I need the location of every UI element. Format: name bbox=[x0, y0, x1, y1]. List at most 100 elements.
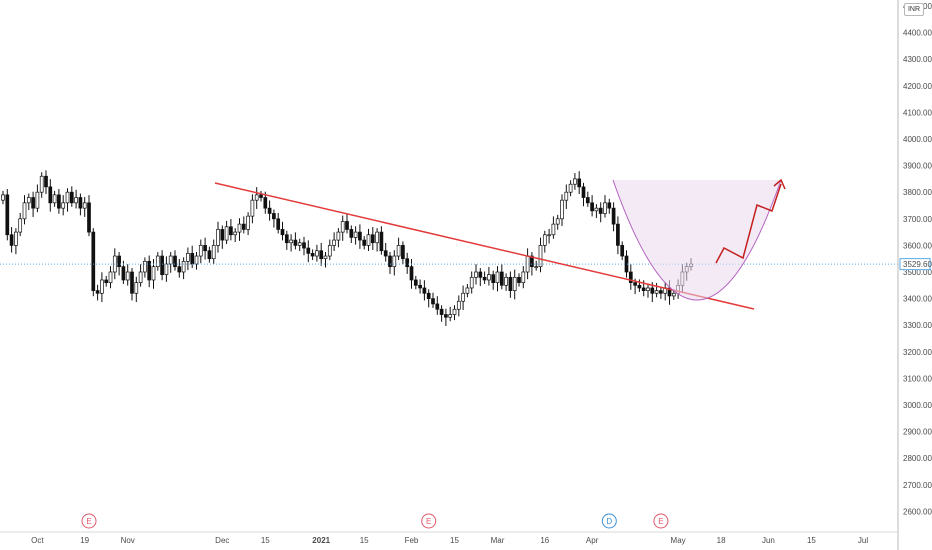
event-marker-circle[interactable] bbox=[601, 513, 617, 529]
price-axis-panel bbox=[898, 0, 932, 550]
currency-badge[interactable]: INR bbox=[904, 3, 924, 16]
price-tick-label: 3400.00 bbox=[903, 295, 932, 304]
event-marker-circle[interactable] bbox=[653, 513, 669, 529]
candle-body bbox=[186, 253, 190, 262]
time-tick-label: 15 bbox=[807, 536, 816, 545]
candle-body bbox=[504, 276, 508, 286]
candle-body bbox=[177, 266, 182, 273]
time-tick-label: 15 bbox=[450, 536, 459, 545]
candle-body bbox=[14, 231, 18, 246]
cup-curve[interactable] bbox=[612, 179, 782, 301]
candle-body bbox=[637, 284, 642, 289]
candle-body bbox=[628, 271, 633, 283]
candle-body bbox=[315, 250, 319, 257]
candle-body bbox=[9, 234, 14, 246]
candle-body bbox=[336, 231, 341, 241]
candle-body bbox=[594, 207, 599, 212]
price-tick-label: 4300.00 bbox=[903, 55, 932, 64]
candle-body bbox=[426, 292, 431, 299]
candle-body bbox=[340, 221, 345, 233]
time-tick-label: Jun bbox=[762, 536, 775, 545]
candle-body bbox=[216, 229, 220, 246]
candle-body bbox=[198, 245, 203, 257]
candle-body bbox=[276, 218, 281, 230]
price-tick-label: 3800.00 bbox=[903, 188, 932, 197]
descending-trendline[interactable] bbox=[214, 182, 755, 310]
candle-body bbox=[667, 287, 672, 297]
candle-body bbox=[538, 245, 543, 268]
candle-body bbox=[345, 221, 349, 230]
candle-body bbox=[478, 271, 483, 278]
candle-body bbox=[26, 197, 31, 204]
time-tick-label: 2021 bbox=[312, 536, 330, 545]
last-price-label: 3529.60 bbox=[899, 258, 932, 271]
candle-body bbox=[633, 282, 637, 286]
price-tick-label: 2600.00 bbox=[903, 507, 932, 516]
candle-body bbox=[530, 255, 534, 268]
event-marker-label: D bbox=[606, 517, 612, 526]
price-tick-label: 4400.00 bbox=[903, 29, 932, 38]
event-marker-circle[interactable] bbox=[421, 513, 437, 529]
candle-body bbox=[581, 186, 586, 198]
candle-body bbox=[358, 231, 362, 241]
candle-body bbox=[297, 242, 302, 246]
time-tick-label: Mar bbox=[491, 536, 505, 545]
candle-body bbox=[57, 194, 61, 209]
candle-body bbox=[323, 255, 328, 260]
candle-body bbox=[61, 202, 66, 209]
candle-body bbox=[422, 287, 427, 294]
time-tick-label: Dec bbox=[215, 536, 229, 545]
candle-body bbox=[134, 282, 139, 294]
candle-body bbox=[616, 223, 620, 246]
candle-body bbox=[654, 290, 659, 294]
candles-group bbox=[1, 170, 693, 326]
event-marker-label: E bbox=[86, 517, 91, 526]
candle-body bbox=[461, 292, 465, 302]
candle-body bbox=[482, 276, 487, 281]
candle-body bbox=[293, 239, 298, 246]
candle-body bbox=[173, 255, 177, 268]
candle-body bbox=[203, 245, 207, 252]
candle-body bbox=[534, 266, 539, 269]
candle-body bbox=[474, 271, 478, 278]
candle-body bbox=[577, 178, 582, 188]
annotations bbox=[214, 178, 786, 310]
candle-body bbox=[181, 261, 186, 273]
candle-body bbox=[18, 218, 23, 233]
price-tick-label: 4100.00 bbox=[903, 108, 932, 117]
candle-body bbox=[353, 231, 358, 238]
candle-body bbox=[405, 258, 410, 268]
price-tick-label: 3700.00 bbox=[903, 215, 932, 224]
candle-body bbox=[74, 197, 78, 204]
price-tick-label: 3600.00 bbox=[903, 241, 932, 250]
candle-body bbox=[388, 255, 392, 268]
candle-body bbox=[280, 229, 285, 236]
candle-body bbox=[39, 175, 44, 193]
candle-body bbox=[31, 197, 35, 209]
projection-arrow[interactable] bbox=[715, 183, 782, 264]
candle-body bbox=[547, 234, 551, 237]
candle-body bbox=[82, 202, 87, 209]
candle-body bbox=[147, 261, 152, 281]
event-marker-circle[interactable] bbox=[81, 513, 97, 529]
candle-body bbox=[44, 175, 48, 188]
candle-body bbox=[560, 199, 564, 220]
candle-body bbox=[5, 194, 10, 236]
candle-body bbox=[100, 279, 104, 294]
candle-body bbox=[22, 202, 27, 220]
candle-body bbox=[646, 287, 650, 291]
time-tick-label: 15 bbox=[360, 536, 369, 545]
candle-body bbox=[542, 234, 547, 246]
time-tick-label: Oct bbox=[31, 536, 44, 545]
time-axis[interactable]: Oct 19 Nov Dec 15 2021 15 Feb 15 Mar 16 Apr May 18 Jun… bbox=[31, 536, 868, 545]
price-tick-label: 2700.00 bbox=[903, 481, 932, 490]
candle-body bbox=[194, 255, 199, 265]
candle-body bbox=[431, 298, 435, 305]
time-tick-label: 19 bbox=[80, 536, 89, 545]
candle-body bbox=[1, 194, 5, 201]
candle-body bbox=[590, 202, 594, 212]
candle-body bbox=[396, 245, 401, 257]
price-tick-label: 2900.00 bbox=[903, 428, 932, 437]
candle-body bbox=[164, 263, 169, 276]
candle-body bbox=[35, 191, 40, 209]
